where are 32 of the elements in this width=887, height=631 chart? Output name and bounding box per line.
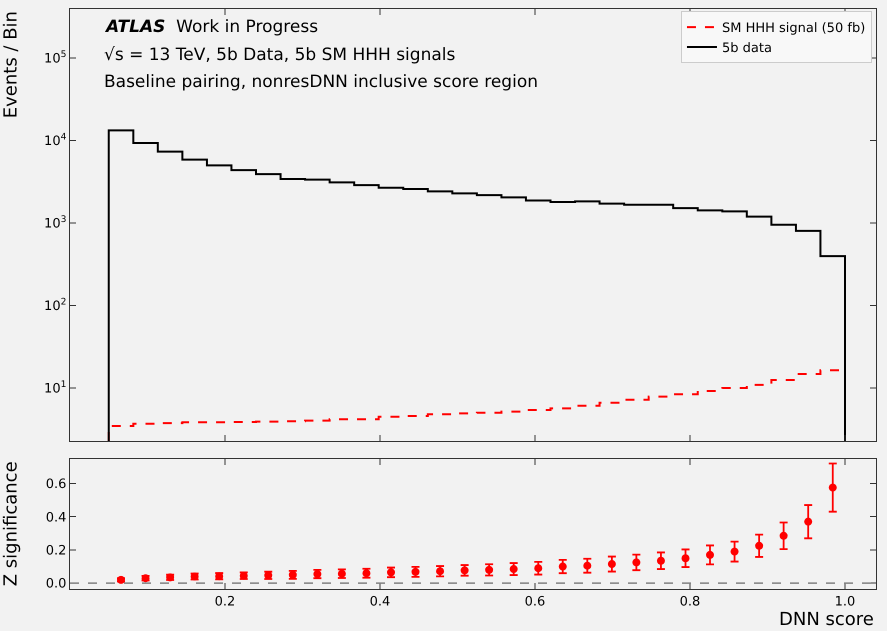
y-tick-label: 10$^{2}$ xyxy=(44,298,66,314)
y-tick-label: 0.2 xyxy=(46,543,66,558)
point xyxy=(583,562,592,570)
x-tick-label: 0.6 xyxy=(524,594,546,610)
legend-label: SM HHH signal (50 fb) xyxy=(722,21,866,36)
point xyxy=(656,556,665,565)
y-tick-label: 0.6 xyxy=(46,476,66,492)
y-tick-label: 10$^{3}$ xyxy=(44,214,67,232)
point xyxy=(828,484,837,492)
x-axis-title: DNN score xyxy=(779,609,874,630)
y-tick-label: 0.4 xyxy=(46,510,66,526)
y-tick-label: 10$^{1}$ xyxy=(44,380,66,397)
legend-label: 5b data xyxy=(722,41,772,56)
x-tick-label: 0.8 xyxy=(680,594,700,610)
point xyxy=(632,558,640,566)
y-axis-title: Z significance xyxy=(0,461,22,586)
y-tick-label: 10$^{5}$ xyxy=(44,50,66,66)
annotation: Baseline pairing, nonresDNN inclusive score region xyxy=(104,72,538,92)
annotation: ATLAS Work in Progress xyxy=(104,17,318,37)
point xyxy=(608,560,616,568)
point xyxy=(780,532,788,540)
y-tick-label: 10$^{4}$ xyxy=(44,132,67,149)
point xyxy=(730,548,739,556)
x-tick-label: 0.4 xyxy=(370,594,390,610)
point xyxy=(682,554,690,562)
y-tick-label: 0.0 xyxy=(46,576,66,592)
point xyxy=(755,542,764,550)
point xyxy=(804,518,812,526)
x-tick-label: 0.2 xyxy=(214,594,236,610)
y-axis-title: Events / Bin xyxy=(0,11,22,118)
annotation: √s = 13 TeV, 5b Data, 5b SM HHH signals xyxy=(104,45,456,65)
x-tick-label: 1.0 xyxy=(834,594,856,610)
